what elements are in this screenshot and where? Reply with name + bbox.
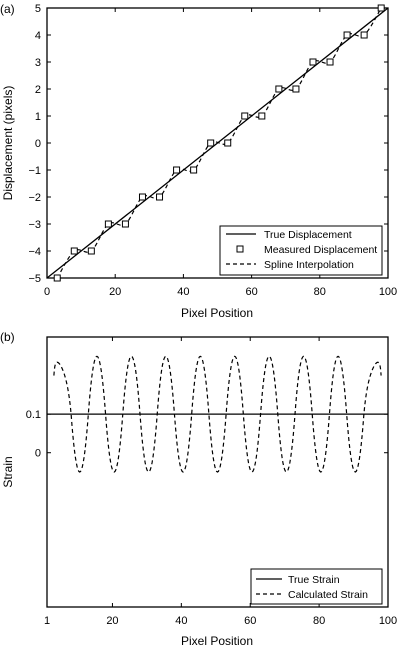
a-y-tick-label-3: −2: [28, 192, 41, 204]
a-y-tick-label-8: 3: [35, 57, 41, 69]
panel-b-plot-area: [46, 336, 389, 608]
panel-b-chart: (b) 1 20 40 60 80 100 00.1 Pixel Position Str…: [0, 330, 397, 648]
measured-displacement-point-11: [241, 112, 249, 120]
a-y-tick-label-7: 2: [35, 84, 41, 96]
panel-b-y-ticks: 00.1: [26, 409, 388, 460]
a-y-tick-label-6: 1: [35, 111, 41, 123]
measured-displacement-point-6: [156, 193, 164, 201]
measured-displacement-point-15: [309, 58, 317, 66]
b-x-tick-label-2: 40: [175, 615, 187, 627]
panel-a-y-ticks: −5 −4 −3 −2 −1 0 1 2 3 4 5: [28, 3, 388, 285]
panel-b-x-axis-title: Pixel Position: [181, 634, 253, 648]
a-x-tick-label-2: 40: [177, 286, 189, 298]
panel-a-series: [46, 4, 389, 282]
b-x-tick-label-5: 100: [379, 615, 397, 627]
panel-b-x-ticks: 1 20 40 60 80 100: [44, 337, 397, 627]
a-x-tick-label-0: 0: [44, 286, 50, 298]
a-y-tick-label-5: 0: [35, 138, 41, 150]
measured-displacement-point-14: [292, 85, 300, 93]
measured-displacement-point-17: [343, 31, 351, 39]
panel-b-y-axis-title: Strain: [1, 456, 15, 487]
measured-displacement-point-9: [207, 139, 215, 147]
measured-displacement-point-10: [224, 139, 232, 147]
a-x-tick-label-3: 60: [245, 286, 257, 298]
panel-a-chart: (a) 0 20 40 60 80 100 −5 −4 −3 −2 −1 0 1 2 3 4 5 Pixel …: [0, 2, 397, 320]
legend-true-strain-label: True Strain: [288, 574, 340, 586]
measured-displacement-point-0: [53, 274, 61, 282]
spline-interpolation-line: [56, 7, 382, 279]
a-y-tick-label-0: −5: [28, 273, 41, 285]
legend-true-displacement-label: True Displacement: [264, 229, 352, 241]
a-x-tick-label-5: 100: [379, 286, 397, 298]
b-y-tick-label-0: 0: [35, 448, 41, 460]
a-y-tick-label-10: 5: [35, 3, 41, 15]
panel-b-label: (b): [0, 330, 15, 344]
panel-a-x-axis-title: Pixel Position: [181, 306, 253, 320]
calculated-strain-line: [53, 355, 382, 473]
panel-a-legend: True Displacement Measured Displacement …: [219, 225, 383, 276]
measured-displacement-point-13: [275, 85, 283, 93]
panel-a-label: (a): [0, 2, 15, 16]
measured-displacement-point-18: [360, 31, 368, 39]
panel-b-series: [47, 355, 388, 473]
a-y-tick-label-1: −4: [28, 246, 41, 258]
measured-displacement-point-8: [190, 166, 198, 174]
measured-displacement-point-4: [121, 220, 129, 228]
measured-displacement-point-7: [173, 166, 181, 174]
legend-measured-displacement-marker: [236, 245, 244, 253]
b-y-tick-label-1: 0.1: [26, 409, 41, 421]
a-y-tick-label-4: −1: [28, 165, 41, 177]
panel-a-x-ticks: 0 20 40 60 80 100: [44, 8, 397, 298]
true-displacement-line: [46, 7, 389, 279]
measured-displacement-point-5: [138, 193, 146, 201]
a-x-tick-label-4: 80: [314, 286, 326, 298]
b-x-tick-label-1: 20: [106, 615, 118, 627]
panel-a-y-axis-title: Displacement (pixels): [1, 86, 15, 201]
measured-displacement-point-1: [70, 247, 78, 255]
measured-displacement-point-19: [377, 4, 385, 12]
b-x-tick-label-0: 1: [44, 615, 50, 627]
measured-displacement-point-16: [326, 58, 334, 66]
a-x-tick-label-1: 20: [109, 286, 121, 298]
legend-measured-displacement-label: Measured Displacement: [264, 244, 377, 256]
a-y-tick-label-2: −3: [28, 219, 41, 231]
a-y-tick-label-9: 4: [35, 30, 41, 42]
measured-displacement-point-12: [258, 112, 266, 120]
legend-spline-interpolation-label: Spline Interpolation: [264, 259, 354, 271]
b-x-tick-label-4: 80: [313, 615, 325, 627]
legend-calculated-strain-label: Calculated Strain: [288, 589, 368, 601]
b-x-tick-label-3: 60: [244, 615, 256, 627]
measured-displacement-point-3: [104, 220, 112, 228]
measured-displacement-point-2: [87, 247, 95, 255]
panel-b-legend: True Strain Calculated Strain: [250, 568, 383, 605]
panel-b-legend-box: [250, 568, 383, 605]
